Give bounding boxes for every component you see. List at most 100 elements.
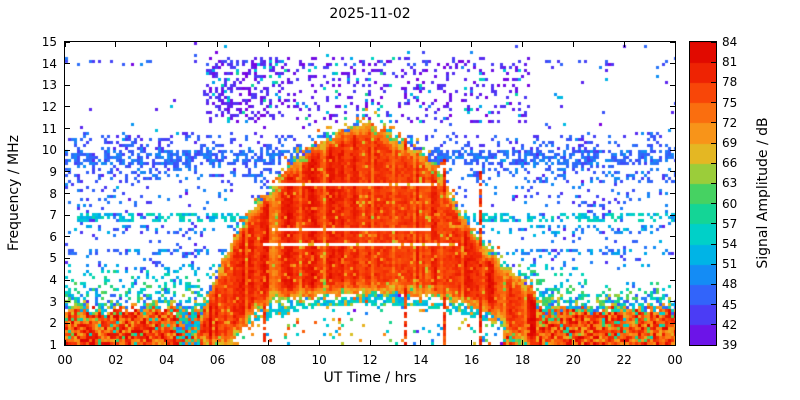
colorbar-tick-mark	[711, 182, 716, 184]
colorbar-tick-mark	[711, 324, 716, 326]
x-tick-mark	[64, 340, 66, 345]
y-tick-mark	[65, 322, 70, 324]
colorbar-tick-mark	[711, 61, 716, 63]
y-axis-label: Frequency / MHz	[6, 135, 22, 251]
colorbar-tick-label: 54	[722, 237, 738, 251]
colorbar-tick-label: 57	[722, 216, 738, 231]
colorbar-tick-mark	[711, 263, 716, 265]
colorbar-tick-mark	[711, 102, 716, 104]
y-tick-label: 15	[41, 35, 57, 49]
y-tick-mark	[65, 63, 70, 65]
x-tick-mark	[420, 340, 422, 345]
y-tick-mark	[670, 322, 675, 324]
x-tick-mark	[267, 340, 269, 345]
colorbar-tick-label: 39	[722, 338, 738, 352]
colorbar-tick-mark	[711, 162, 716, 164]
x-tick-mark	[267, 42, 269, 47]
x-tick-label: 04	[159, 353, 175, 367]
colorbar-tick-label: 69	[722, 136, 738, 150]
x-tick-mark	[674, 340, 676, 345]
y-tick-mark	[670, 106, 675, 108]
chart-title: 2025-11-02	[329, 6, 411, 22]
y-tick-mark	[670, 63, 675, 65]
colorbar-tick-mark	[711, 344, 716, 346]
colorbar-tick-label: 63	[722, 176, 738, 191]
x-tick-label: 06	[209, 353, 226, 367]
colorbar-label: Signal Amplitude / dB	[755, 117, 771, 269]
colorbar-tick-label: 42	[722, 317, 738, 332]
x-tick-mark	[623, 340, 625, 345]
y-tick-label: 9	[49, 164, 57, 179]
x-tick-label: 22	[616, 353, 632, 367]
colorbar-tick-label: 51	[722, 257, 738, 272]
x-tick-mark	[166, 42, 168, 47]
y-tick-mark	[65, 257, 70, 259]
colorbar-tick-mark	[711, 142, 716, 144]
y-tick-label: 12	[41, 99, 57, 114]
x-tick-label: 20	[565, 353, 581, 367]
x-tick-label: 10	[311, 353, 327, 367]
colorbar-tick-label: 66	[722, 156, 738, 171]
x-tick-label: 08	[260, 353, 276, 367]
x-tick-mark	[115, 42, 117, 47]
y-tick-label: 14	[41, 56, 57, 71]
x-tick-mark	[471, 42, 473, 47]
y-tick-mark	[65, 236, 70, 238]
x-tick-mark	[318, 340, 320, 345]
spectrogram-canvas	[65, 42, 675, 345]
y-tick-mark	[65, 279, 70, 281]
x-tick-mark	[64, 42, 66, 47]
plot-area	[64, 41, 676, 346]
y-tick-label: 6	[49, 229, 57, 244]
x-tick-mark	[522, 340, 523, 345]
x-tick-label: 14	[413, 353, 429, 367]
x-tick-mark	[166, 340, 168, 345]
y-tick-mark	[670, 344, 675, 346]
colorbar-tick-mark	[711, 81, 716, 83]
x-tick-mark	[674, 42, 676, 47]
colorbar-tick-label: 84	[722, 35, 738, 49]
y-tick-label: 7	[49, 208, 57, 223]
y-tick-mark	[670, 279, 675, 281]
colorbar-tick-label: 45	[722, 297, 738, 312]
x-tick-mark	[623, 42, 625, 47]
y-tick-label: 3	[49, 294, 57, 309]
colorbar	[689, 41, 717, 346]
y-tick-mark	[670, 149, 675, 151]
colorbar-tick-label: 75	[722, 95, 738, 110]
y-tick-label: 4	[49, 273, 57, 288]
y-tick-mark	[65, 171, 70, 173]
y-tick-label: 8	[49, 186, 57, 201]
colorbar-tick-mark	[711, 283, 716, 285]
y-tick-label: 2	[49, 316, 57, 331]
x-tick-mark	[572, 340, 574, 345]
y-tick-mark	[670, 128, 675, 130]
colorbar-tick-label: 48	[722, 277, 738, 292]
x-tick-label: 16	[464, 353, 480, 367]
y-tick-mark	[65, 84, 70, 86]
x-tick-mark	[369, 340, 371, 345]
y-tick-mark	[670, 301, 675, 303]
colorbar-tick-mark	[711, 304, 716, 306]
x-tick-label: 18	[514, 353, 531, 367]
colorbar-tick-mark	[711, 203, 716, 205]
y-tick-mark	[65, 128, 70, 130]
x-tick-mark	[318, 42, 320, 47]
y-tick-label: 10	[41, 143, 57, 158]
y-tick-label: 11	[41, 121, 57, 136]
colorbar-tick-mark	[711, 122, 716, 124]
y-tick-mark	[670, 214, 675, 216]
x-tick-mark	[522, 42, 523, 47]
colorbar-tick-label: 72	[722, 115, 738, 130]
y-tick-mark	[65, 214, 70, 216]
x-tick-label: 12	[362, 353, 378, 367]
y-tick-label: 1	[49, 338, 57, 352]
colorbar-tick-mark	[711, 223, 716, 225]
x-axis-label: UT Time / hrs	[323, 370, 417, 386]
y-tick-mark	[670, 84, 675, 86]
colorbar-tick-mark	[711, 243, 716, 245]
y-tick-mark	[65, 193, 70, 194]
y-tick-mark	[670, 193, 675, 194]
x-tick-label: 00	[667, 353, 683, 367]
